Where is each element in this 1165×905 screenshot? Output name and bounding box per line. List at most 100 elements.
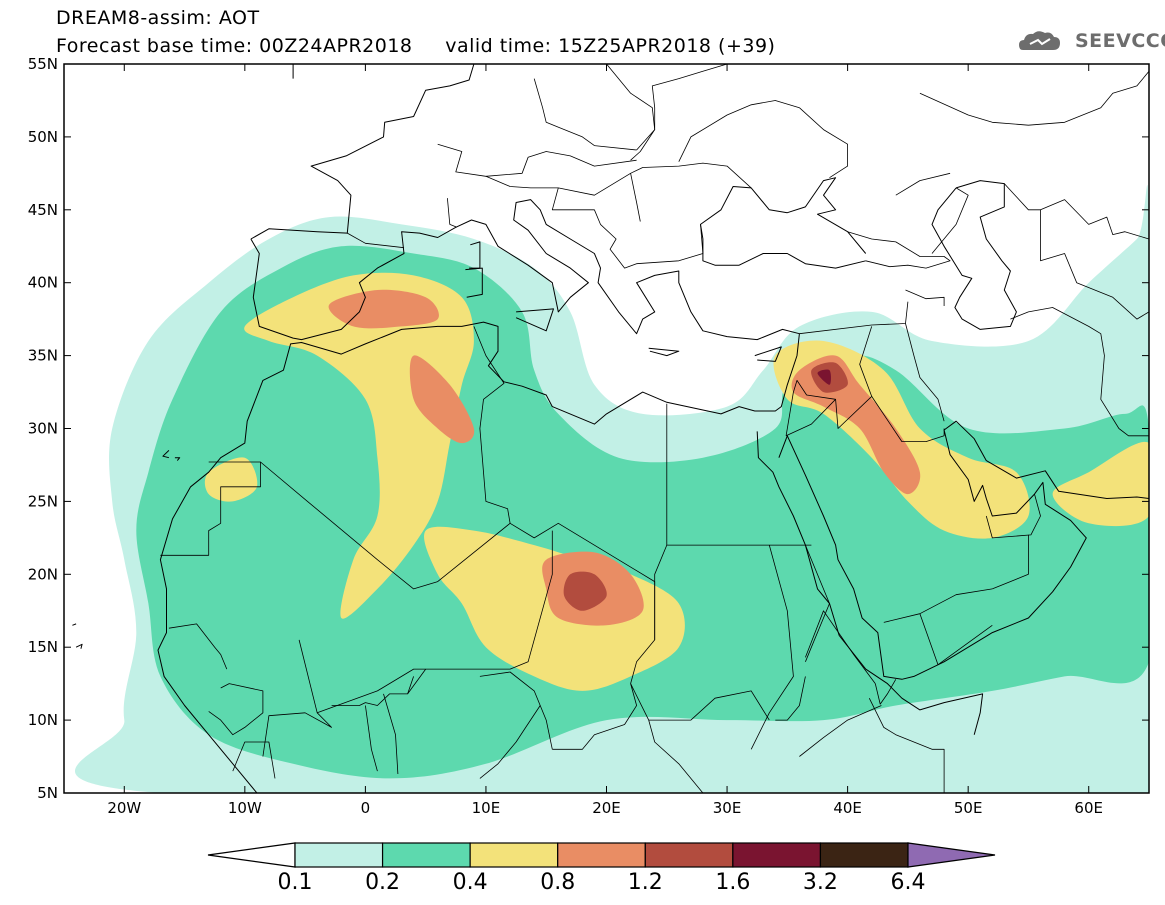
coastline-10 [754, 346, 782, 362]
country-border-34 [1004, 183, 1149, 320]
country-border-46 [365, 705, 378, 772]
seevccc-logo-text: SEEVCCC [1075, 30, 1165, 52]
colorbar-label-3: 0.8 [540, 870, 575, 895]
aot-region-7 [328, 289, 439, 329]
country-border-18 [750, 544, 794, 750]
lat-tick-label-7: 20N [28, 565, 58, 583]
map-title: DREAM8-assim: AOT [56, 7, 260, 29]
lat-tick-label-5: 30N [28, 420, 58, 438]
colorbar-swatch-4 [644, 842, 734, 868]
country-border-22 [437, 143, 637, 177]
country-border-4 [473, 326, 505, 429]
country-border-16 [919, 613, 993, 666]
colorbar-swatch-6 [819, 842, 909, 868]
country-border-1 [260, 461, 656, 684]
country-border-0 [160, 461, 261, 556]
country-border-2 [262, 639, 332, 757]
lon-tick-label-3: 10E [472, 799, 501, 817]
country-border-42 [805, 610, 876, 684]
country-border-39 [874, 679, 897, 705]
country-border-31 [847, 231, 951, 269]
colorbar: 0.1 0.2 0.4 0.8 1.2 1.6 3.2 6.4 [207, 842, 996, 895]
forecast-time-line: Forecast base time: 00Z24APR2018 valid t… [56, 35, 776, 57]
lon-tick-label-0: 20W [107, 799, 141, 817]
lat-tick-label-3: 40N [28, 274, 58, 292]
aot-region-5 [204, 457, 258, 502]
country-border-53 [775, 676, 806, 721]
country-border-37 [895, 172, 951, 196]
country-border-47 [383, 693, 399, 775]
colorbar-high-arrow [907, 842, 996, 868]
coastline-4 [700, 177, 867, 269]
country-border-49 [479, 671, 541, 779]
country-border-3 [317, 530, 553, 714]
country-border-27 [630, 173, 641, 222]
coastline-14 [75, 643, 83, 649]
country-border-15 [883, 588, 993, 623]
country-border-7 [654, 544, 668, 640]
coastline-12 [162, 450, 170, 459]
colorbar-swatch-0 [294, 842, 384, 868]
country-border-44 [232, 741, 276, 779]
country-border-43 [208, 683, 264, 736]
border-layer [160, 64, 1149, 793]
lat-tick-label-8: 15N [28, 638, 58, 656]
lon-tick-label-5: 30E [713, 799, 742, 817]
colorbar-label-6: 3.2 [803, 870, 838, 895]
coastline-9 [648, 347, 680, 357]
coastline-layer [72, 64, 1149, 793]
country-border-14 [992, 534, 1029, 590]
country-border-26 [551, 187, 704, 269]
colorbar-swatch-1 [381, 842, 471, 868]
country-border-50 [552, 683, 637, 750]
aot-contour-layer [75, 184, 1149, 793]
country-border-25 [485, 162, 752, 196]
cloud-logo-icon [1019, 31, 1060, 50]
coastline-2 [756, 431, 984, 735]
country-border-24 [447, 198, 458, 228]
country-border-40 [868, 698, 945, 793]
lat-tick-label-6: 25N [28, 492, 58, 510]
coastline-8 [515, 308, 554, 332]
country-border-10 [871, 396, 945, 442]
country-border-17 [805, 544, 830, 662]
lat-tick-label-9: 10N [28, 711, 58, 729]
lon-tick-label-8: 60E [1074, 799, 1103, 817]
country-border-48 [407, 668, 427, 695]
colorbar-swatch-2 [469, 842, 559, 868]
colorbar-label-7: 6.4 [891, 870, 926, 895]
country-border-36 [919, 71, 1149, 126]
country-border-54 [168, 623, 228, 670]
aot-region-6 [1052, 441, 1149, 527]
lon-tick-label-2: 0 [361, 799, 371, 817]
coastline-11 [292, 64, 300, 79]
country-border-35 [1010, 307, 1149, 437]
lon-tick-label-7: 50E [954, 799, 983, 817]
country-border-32 [905, 289, 945, 306]
lon-tick-label-4: 20E [592, 799, 621, 817]
aot-region-13 [817, 369, 831, 385]
aot-region-8 [409, 355, 475, 444]
coastline-5 [931, 180, 1017, 330]
lon-tick-label-6: 40E [833, 799, 862, 817]
country-border-23 [347, 232, 405, 249]
country-border-13 [985, 493, 1041, 539]
colorbar-label-4: 1.2 [628, 870, 663, 895]
lon-tick-label-1: 10W [228, 799, 262, 817]
country-border-21 [533, 78, 637, 151]
coastline-7 [465, 267, 483, 298]
aot-region-11 [563, 571, 607, 611]
coastline-13 [174, 457, 181, 461]
colorbar-label-5: 1.6 [715, 870, 750, 895]
country-border-11 [785, 399, 836, 437]
country-border-19 [630, 683, 770, 721]
country-border-51 [539, 705, 553, 750]
coastline-15 [72, 623, 77, 626]
country-border-20 [606, 64, 656, 161]
coastline-1 [250, 64, 475, 240]
country-border-30 [799, 107, 848, 179]
colorbar-label-1: 0.2 [365, 870, 400, 895]
coastline-6 [469, 241, 481, 269]
country-border-9 [799, 301, 909, 335]
